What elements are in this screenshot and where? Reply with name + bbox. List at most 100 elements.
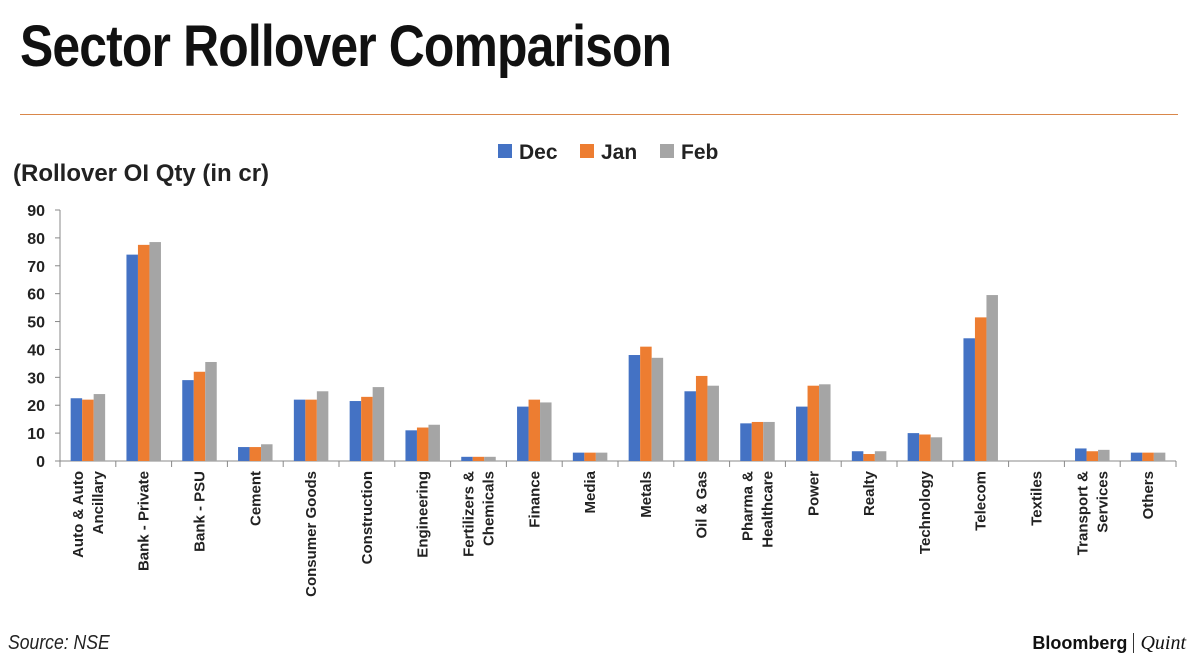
bar-feb — [651, 357, 664, 461]
bar-feb — [93, 394, 106, 461]
bar-jan — [751, 421, 764, 461]
page-title: Sector Rollover Comparison — [20, 14, 672, 79]
legend-label-dec: Dec — [519, 141, 558, 164]
x-tick-label: Others — [1140, 471, 1157, 519]
bar-dec — [182, 380, 194, 461]
bar-jan — [249, 447, 262, 461]
x-tick-label: Metals — [638, 471, 655, 518]
x-tick-label-line: Auto & Auto — [70, 471, 87, 558]
bar-jan — [528, 399, 541, 461]
y-tick-label: 30 — [27, 370, 45, 387]
x-tick-label-line: Bank - Private — [136, 471, 153, 571]
x-tick-label: Pharma & Healthcare — [740, 471, 777, 548]
bar-jan — [584, 452, 596, 461]
bar-dec — [572, 452, 585, 461]
bar-feb — [707, 385, 719, 461]
bar-jan — [863, 454, 875, 461]
bar-dec — [963, 338, 975, 461]
x-tick-label: Oil & Gas — [694, 471, 711, 539]
bar-jan — [974, 317, 987, 461]
y-tick-label: 20 — [27, 398, 45, 415]
bar-dec — [70, 398, 83, 461]
x-tick-label-line: Construction — [359, 471, 376, 564]
x-tick-label-line: Oil & Gas — [694, 471, 711, 539]
x-tick-label: Cement — [247, 471, 264, 526]
x-tick-label-line: Power — [805, 471, 822, 516]
x-tick-label: Consumer Goods — [303, 471, 320, 597]
y-tick-label: 10 — [27, 426, 45, 443]
y-tick-label: 80 — [27, 231, 45, 248]
x-tick-label: Engineering — [415, 471, 432, 558]
x-tick-label-line: Consumer Goods — [303, 471, 320, 597]
source-note: Source: NSE — [8, 632, 110, 654]
bar-jan — [82, 399, 94, 461]
x-tick-label: Textiles — [1029, 471, 1046, 526]
x-tick-label: Fertilizers & Chemicals — [461, 471, 498, 557]
legend-swatch-feb — [660, 144, 674, 158]
bar-feb — [1098, 449, 1110, 461]
bar-feb — [428, 424, 440, 461]
bar-feb — [205, 361, 217, 461]
x-tick-label-line: Bank - PSU — [192, 471, 209, 552]
bar-dec — [628, 355, 641, 461]
bar-jan — [305, 399, 317, 461]
x-tick-label-line: Healthcare — [760, 471, 777, 548]
x-tick-label: Auto & Auto Ancillary — [70, 470, 107, 558]
y-tick-label: 90 — [27, 203, 45, 220]
bar-dec — [740, 423, 752, 461]
x-tick-label-line: Fertilizers & — [461, 471, 478, 557]
x-tick-label-line: Metals — [638, 471, 655, 518]
bar-jan — [361, 396, 373, 461]
x-tick-label: Transport & Services — [1074, 471, 1111, 555]
bar-jan — [1142, 452, 1154, 461]
y-tick-label: 70 — [27, 259, 45, 276]
title-divider — [20, 114, 1178, 115]
bar-feb — [986, 295, 998, 461]
bar-jan — [640, 346, 652, 461]
x-tick-label: Bank - Private — [136, 471, 153, 571]
bar-dec — [238, 447, 250, 461]
bar-jan — [1086, 451, 1099, 461]
bar-dec — [796, 406, 808, 461]
bar-dec — [293, 399, 306, 461]
bar-dec — [349, 401, 362, 461]
bar-feb — [149, 242, 161, 461]
x-tick-label-line: Chemicals — [481, 471, 498, 546]
bar-dec — [1075, 448, 1087, 461]
x-tick-label-line: Telecom — [973, 471, 990, 531]
bar-feb — [930, 437, 943, 461]
bar-dec — [126, 254, 138, 461]
y-tick-label: 0 — [36, 454, 45, 471]
bar-feb — [484, 456, 496, 461]
x-tick-label-line: Ancillary — [90, 470, 107, 534]
bar-jan — [919, 434, 931, 461]
x-tick-label: Construction — [359, 471, 376, 564]
bar-dec — [1130, 452, 1143, 461]
brand-secondary: Quint — [1140, 632, 1186, 654]
bar-jan — [193, 371, 206, 461]
bar-jan — [472, 456, 485, 461]
x-tick-label: Finance — [526, 471, 543, 528]
bar-jan — [137, 244, 150, 461]
legend-label-jan: Jan — [601, 141, 637, 164]
y-tick-label: 60 — [27, 287, 45, 304]
y-tick-label: 50 — [27, 315, 45, 332]
bar-dec — [461, 456, 473, 461]
bar-jan — [695, 375, 708, 461]
legend-label-feb: Feb — [681, 141, 718, 164]
x-tick-label: Technology — [917, 470, 934, 554]
bar-feb — [874, 451, 887, 461]
brand-primary: Bloomberg — [1032, 633, 1128, 653]
x-tick-label-line: Others — [1140, 471, 1157, 519]
x-tick-label-line: Transport & — [1074, 471, 1091, 555]
legend-swatch-jan — [580, 144, 594, 158]
bar-dec — [405, 430, 417, 461]
bar-dec — [684, 391, 696, 461]
bar-jan — [416, 427, 429, 461]
x-tick-label: Media — [582, 470, 599, 513]
x-tick-label-line: Realty — [861, 470, 878, 516]
bar-feb — [261, 444, 273, 461]
bar-dec — [517, 406, 529, 461]
bar-feb — [819, 384, 831, 461]
